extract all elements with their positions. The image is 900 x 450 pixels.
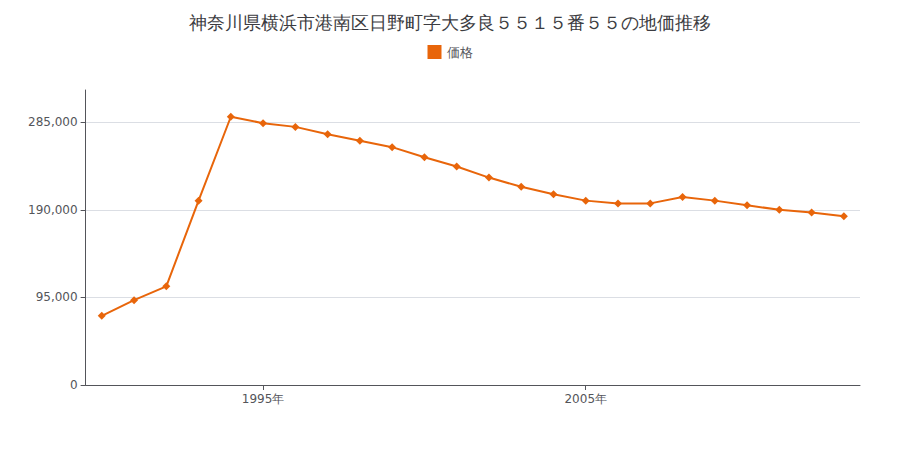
svg-text:神奈川県横浜市港南区日野町字大多良５５１５番５５の地価推移: 神奈川県横浜市港南区日野町字大多良５５１５番５５の地価推移	[189, 12, 711, 33]
svg-text:2005年: 2005年	[564, 392, 607, 406]
svg-text:0: 0	[70, 378, 78, 392]
svg-text:95,000: 95,000	[36, 290, 78, 304]
svg-text:1995年: 1995年	[242, 392, 285, 406]
svg-text:285,000: 285,000	[28, 115, 78, 129]
svg-text:価格: 価格	[447, 45, 473, 60]
svg-text:190,000: 190,000	[28, 203, 78, 217]
